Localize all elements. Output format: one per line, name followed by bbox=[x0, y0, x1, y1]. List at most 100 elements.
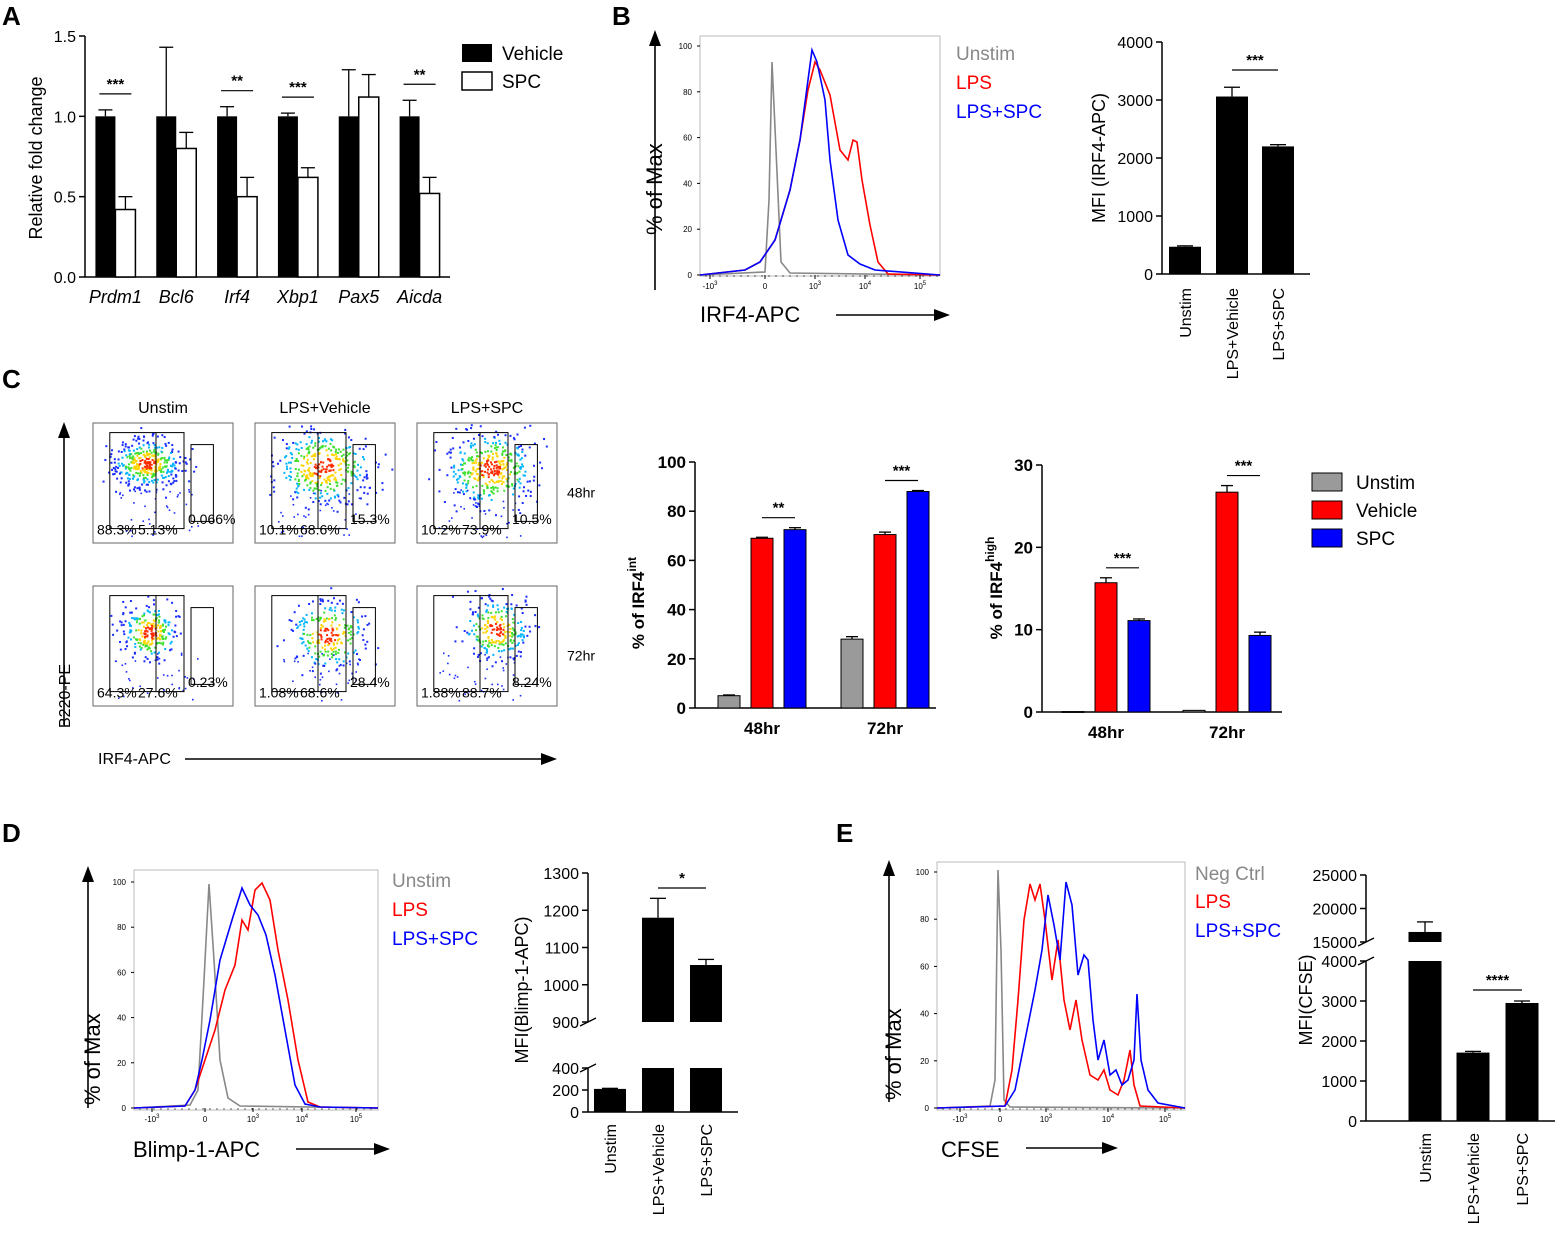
flow-event-dot bbox=[477, 625, 480, 628]
panel-c-x-arrowhead bbox=[541, 753, 557, 765]
flow-event-dot bbox=[358, 497, 361, 500]
flow-event-dot bbox=[350, 470, 353, 473]
hist-xtick-exp: 3 bbox=[1049, 1114, 1053, 1120]
flow-event-dot bbox=[340, 699, 343, 701]
flow-event-dot bbox=[472, 466, 475, 469]
flow-event-dot bbox=[493, 464, 496, 467]
flow-event-dot bbox=[499, 626, 502, 629]
flow-event-dot bbox=[359, 659, 362, 662]
flow-event-dot bbox=[144, 456, 147, 459]
flow-event-dot bbox=[375, 491, 378, 494]
flow-event-dot bbox=[487, 454, 490, 457]
bar-category-label: 72hr bbox=[1209, 723, 1245, 742]
flow-event-dot bbox=[285, 447, 288, 450]
flow-event-dot bbox=[292, 503, 295, 506]
flow-event-dot bbox=[179, 492, 181, 494]
flow-event-dot bbox=[463, 462, 466, 465]
flow-event-dot bbox=[122, 630, 125, 633]
flow-event-dot bbox=[503, 506, 505, 509]
flow-event-dot bbox=[134, 642, 137, 645]
flow-event-dot bbox=[474, 459, 477, 462]
flow-event-dot bbox=[138, 486, 141, 489]
flow-event-dot bbox=[152, 599, 155, 602]
bar-vehicle-pax5 bbox=[338, 116, 359, 277]
legend-label-lps-e: LPS bbox=[1195, 892, 1231, 913]
flow-event-dot bbox=[147, 468, 150, 471]
panel-label-d: D bbox=[2, 818, 21, 848]
flow-event-dot bbox=[508, 521, 510, 524]
flow-event-dot bbox=[500, 480, 503, 483]
flow-event-dot bbox=[495, 640, 498, 643]
flow-event-dot bbox=[338, 458, 341, 461]
flow-event-dot bbox=[468, 459, 471, 462]
legend-label-lps-spc-b: LPS+SPC bbox=[956, 102, 1042, 123]
flow-event-dot bbox=[149, 461, 152, 464]
flow-event-dot bbox=[517, 454, 520, 457]
flow-event-dot bbox=[111, 468, 114, 471]
flow-event-dot bbox=[311, 637, 314, 640]
hist-ytick-label: 100 bbox=[916, 868, 930, 877]
flow-event-dot bbox=[175, 615, 178, 618]
flow-event-dot bbox=[496, 480, 499, 483]
flow-event-dot bbox=[308, 641, 311, 644]
flow-event-dot bbox=[315, 472, 318, 475]
flow-event-dot bbox=[482, 535, 485, 538]
flow-event-dot bbox=[343, 626, 346, 629]
bar-unstim-upper bbox=[1408, 931, 1442, 942]
flow-event-dot bbox=[497, 633, 500, 636]
flow-event-dot bbox=[148, 647, 151, 650]
panel-e-bar-ylabel: MFI(CFSE) bbox=[1296, 955, 1316, 1046]
flow-event-dot bbox=[342, 632, 345, 635]
flow-event-dot bbox=[306, 633, 309, 636]
flow-event-dot bbox=[485, 610, 488, 613]
hist-xtick-base: 10 bbox=[350, 1115, 359, 1124]
flow-event-dot bbox=[171, 444, 174, 447]
flow-event-dot bbox=[157, 453, 160, 456]
panel-c-ylabel: B220-PE bbox=[57, 664, 74, 728]
flow-event-dot bbox=[298, 535, 301, 538]
significance-irf4-label: ** bbox=[231, 73, 243, 90]
flow-event-dot bbox=[507, 456, 510, 459]
flow-event-dot bbox=[487, 468, 490, 471]
bar-ytick-label: 1000 bbox=[1321, 1074, 1357, 1091]
flow-event-dot bbox=[160, 630, 163, 633]
flow-event-dot bbox=[342, 664, 345, 667]
flow-event-dot bbox=[327, 650, 330, 653]
flow-gate-2 bbox=[317, 595, 347, 693]
flow-event-dot bbox=[321, 646, 324, 649]
bar-unstim-72hr bbox=[840, 638, 864, 709]
flow-event-dot bbox=[482, 492, 485, 495]
flow-event-dot bbox=[143, 612, 146, 615]
flow-event-dot bbox=[157, 636, 160, 639]
flow-event-dot bbox=[504, 636, 507, 639]
flow-event-dot bbox=[163, 436, 166, 439]
flow-event-dot bbox=[497, 460, 500, 463]
flow-event-dot bbox=[165, 461, 168, 464]
flow-event-dot bbox=[141, 483, 144, 486]
flow-event-dot bbox=[150, 469, 153, 472]
flow-event-dot bbox=[459, 451, 462, 454]
flow-event-dot bbox=[143, 476, 146, 479]
flow-gate-3 bbox=[352, 444, 376, 522]
flow-event-dot bbox=[333, 495, 336, 498]
hist-xtick-base: 10 bbox=[914, 282, 923, 291]
flow-event-dot bbox=[481, 614, 484, 617]
flow-event-dot bbox=[131, 656, 134, 659]
flow-event-dot bbox=[302, 628, 305, 631]
bar-lps-spc-upper bbox=[690, 965, 722, 1022]
flow-event-dot bbox=[141, 621, 144, 624]
flow-event-dot bbox=[345, 662, 348, 665]
flow-event-dot bbox=[479, 462, 482, 465]
flow-event-dot bbox=[153, 473, 156, 476]
flow-event-dot bbox=[170, 470, 173, 473]
flow-event-dot bbox=[472, 468, 475, 471]
flow-event-dot bbox=[469, 444, 472, 447]
panel-d-histogram: % of Max Blimp-1-APC Unstim LPS LPS+SPC … bbox=[80, 866, 478, 1162]
flow-event-dot bbox=[361, 615, 364, 618]
flow-event-dot bbox=[147, 640, 150, 643]
flow-event-dot bbox=[324, 639, 327, 642]
flow-gate-percentage: 0.23% bbox=[188, 674, 228, 690]
flow-event-dot bbox=[504, 434, 507, 437]
flow-event-dot bbox=[524, 470, 527, 473]
flow-event-dot bbox=[506, 522, 508, 525]
